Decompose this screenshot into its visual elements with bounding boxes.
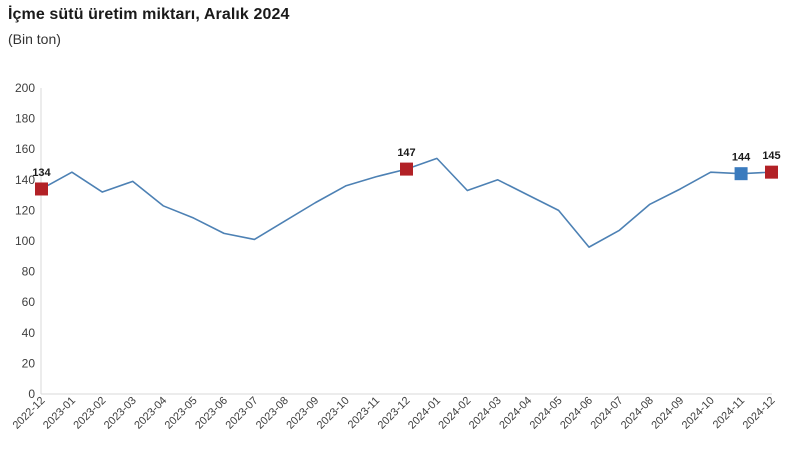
x-tick-label-2023-05: 2023-05	[163, 395, 200, 432]
x-tick-label-2024-07: 2024-07	[589, 395, 626, 432]
marker-2024-11	[734, 167, 748, 181]
y-tick-label-180: 180	[15, 112, 35, 126]
x-tick-label-2023-06: 2023-06	[193, 395, 230, 432]
point-label-2024-12: 145	[762, 150, 780, 162]
x-tick-label-2023-12: 2023-12	[376, 395, 413, 432]
point-label-2024-11: 144	[732, 152, 751, 164]
x-tick-label-2023-09: 2023-09	[284, 395, 321, 432]
x-tick-label-2023-10: 2023-10	[315, 395, 352, 432]
x-tick-label-2024-02: 2024-02	[436, 395, 473, 432]
x-tick-label-2023-08: 2023-08	[254, 395, 291, 432]
y-tick-label-120: 120	[15, 203, 35, 217]
x-tick-label-2024-04: 2024-04	[497, 395, 534, 432]
x-tick-label-2024-01: 2024-01	[406, 395, 443, 432]
x-tick-label-2023-01: 2023-01	[41, 395, 78, 432]
x-tick-label-2023-04: 2023-04	[132, 395, 169, 432]
y-tick-label-80: 80	[22, 265, 36, 279]
marker-2024-12	[765, 165, 778, 179]
point-label-2023-12: 147	[397, 147, 415, 159]
marker-2022-12	[35, 182, 48, 196]
y-tick-label-60: 60	[22, 295, 36, 309]
y-tick-label-160: 160	[15, 142, 35, 156]
x-tick-label-2024-06: 2024-06	[558, 395, 595, 432]
x-tick-label-2024-03: 2024-03	[467, 395, 504, 432]
y-tick-label-0: 0	[28, 387, 35, 401]
y-tick-label-20: 20	[22, 356, 36, 370]
x-tick-label-2024-09: 2024-09	[649, 395, 686, 432]
y-tick-label-200: 200	[15, 81, 35, 95]
x-tick-label-2023-03: 2023-03	[102, 395, 139, 432]
y-tick-label-140: 140	[15, 173, 35, 187]
x-tick-label-2024-12: 2024-12	[741, 395, 778, 432]
point-label-2022-12: 134	[32, 167, 51, 179]
chart-subtitle: (Bin ton)	[8, 31, 61, 47]
y-tick-label-100: 100	[15, 234, 35, 248]
x-tick-label-2023-02: 2023-02	[71, 395, 108, 432]
x-tick-label-2024-08: 2024-08	[619, 395, 656, 432]
x-tick-label-2024-05: 2024-05	[528, 395, 565, 432]
marker-2023-12	[400, 162, 413, 176]
chart-title: İçme sütü üretim miktarı, Aralık 2024	[8, 6, 290, 23]
y-tick-label-40: 40	[22, 326, 36, 340]
x-tick-label-2023-07: 2023-07	[224, 395, 261, 432]
x-tick-label-2024-10: 2024-10	[680, 395, 717, 432]
